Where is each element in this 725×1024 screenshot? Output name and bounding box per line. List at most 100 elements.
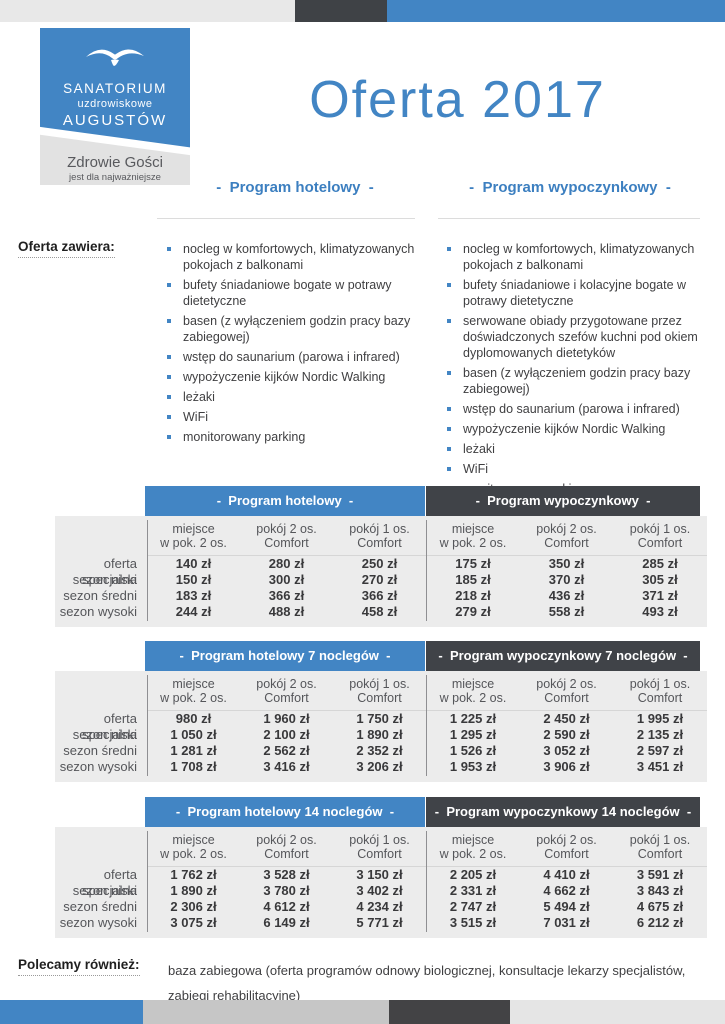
column-header-line: Comfort <box>544 691 589 705</box>
column-header-line: Comfort <box>637 847 683 861</box>
price-cell: 1 995 zł <box>636 711 684 726</box>
sanatorium-logo: SANATORIUM uzdrowiskowe AUGUSTÓW Zdrowie… <box>40 28 190 185</box>
price-cell: 4 675 zł <box>636 899 684 914</box>
price-cell: 2 135 zł <box>636 727 684 742</box>
price-cell: 1 762 zł <box>170 867 217 882</box>
column-header-line: Comfort <box>264 536 309 550</box>
list-item: wypożyczenie kijków Nordic Walking <box>447 421 713 437</box>
column-header: pokój 2 os. Comfort <box>240 671 333 711</box>
column-header-line: pokój 2 os. <box>256 833 317 847</box>
bottom-bar-segment-blue <box>0 1000 143 1024</box>
list-item: wstęp do saunarium (parowa i infrared) <box>447 401 713 417</box>
leisure-program-bullet-list: nocleg w komfortowych, klimatyzowanych p… <box>447 241 713 501</box>
price-cell: 2 597 zł <box>636 743 684 758</box>
column-header: pokój 2 os. Comfort <box>520 516 613 556</box>
logo-tagline-sub: jest dla najważniejsze <box>69 172 161 183</box>
price-cell: 183 zł <box>175 588 212 603</box>
column-header: pokój 1 os. Comfort <box>333 516 426 556</box>
row-label: oferta specjalna <box>82 711 137 742</box>
price-cell: 1 050 zł <box>170 727 217 742</box>
table-body: miejsce w pok. 2 os. pokój 2 os. Comfort p… <box>55 516 707 627</box>
column-header: pokój 2 os. Comfort <box>240 516 333 556</box>
price-cell: 3 052 zł <box>543 743 590 758</box>
row-label: sezon średni <box>63 899 137 914</box>
price-cell: 285 zł <box>642 556 678 571</box>
price-cell: 488 zł <box>268 604 305 619</box>
list-item: serwowane obiady przygotowane przez dośw… <box>447 313 713 361</box>
price-cell: 305 zł <box>642 572 678 587</box>
price-cell: 3 416 zł <box>263 759 310 774</box>
price-cell: 2 747 zł <box>449 899 497 914</box>
column-header-line: w pok. 2 os. <box>160 847 227 861</box>
logo-name-line1: SANATORIUM <box>63 81 167 96</box>
page-title: Oferta 2017 <box>309 71 606 129</box>
row-label: sezon wysoki <box>59 604 137 619</box>
price-cell: 7 031 zł <box>543 915 590 930</box>
column-header-line: miejsce <box>172 833 215 847</box>
price-cell: 185 zł <box>455 572 491 587</box>
table-corner-cell <box>55 827 147 867</box>
price-cell: 1 953 zł <box>449 759 497 774</box>
price-cell: 270 zł <box>361 572 398 587</box>
price-cell: 3 402 zł <box>356 883 403 898</box>
table-vertical-divider <box>147 675 148 776</box>
price-cell: 1 960 zł <box>263 711 310 726</box>
list-item: basen (z wyłączeniem godzin pracy bazy z… <box>447 365 713 397</box>
price-cell: 3 075 zł <box>170 915 217 930</box>
price-cell: 2 205 zł <box>449 867 497 882</box>
price-cell: 4 662 zł <box>543 883 590 898</box>
logo-content: SANATORIUM uzdrowiskowe AUGUSTÓW Zdrowie… <box>40 28 190 185</box>
price-cell: 1 708 zł <box>170 759 217 774</box>
row-label: sezon średni <box>63 588 137 603</box>
column-header-line: Comfort <box>357 536 402 550</box>
price-cell: 3 451 zł <box>636 759 684 774</box>
column-header: pokój 1 os. Comfort <box>613 827 707 867</box>
divider-right <box>438 218 700 219</box>
column-header-line: w pok. 2 os. <box>439 847 507 861</box>
column-header: miejsce w pok. 2 os. <box>147 827 240 867</box>
table-corner-cell <box>55 516 147 556</box>
logo-name-line3: AUGUSTÓW <box>62 112 168 129</box>
column-header-line: Comfort <box>357 691 402 705</box>
column-header-line: pokój 2 os. <box>536 833 597 847</box>
recommend-text: baza zabiegowa (oferta programów odnowy … <box>168 963 686 1003</box>
price-cell: 3 515 zł <box>449 915 497 930</box>
column-header-line: pokój 1 os. <box>629 833 691 847</box>
price-cell: 1 526 zł <box>449 743 497 758</box>
table-vertical-divider <box>426 831 427 932</box>
bottom-accent-bar <box>0 1000 725 1024</box>
top-bar-segment-light <box>0 0 295 22</box>
column-header: pokój 1 os. Comfort <box>613 671 707 711</box>
price-cell: 458 zł <box>361 604 398 619</box>
heading-program-wypoczynkowy: - Program wypoczynkowy - <box>469 179 671 196</box>
column-header-line: w pok. 2 os. <box>439 691 507 705</box>
list-item: WiFi <box>447 461 713 477</box>
column-header: miejsce w pok. 2 os. <box>426 671 520 711</box>
price-cell: 300 zł <box>268 572 305 587</box>
logo-tagline-main: Zdrowie Gości <box>67 154 163 171</box>
price-cell: 150 zł <box>175 572 212 587</box>
row-label: sezon wysoki <box>59 915 137 930</box>
list-item: leżaki <box>447 441 713 457</box>
column-header-line: pokój 1 os. <box>349 833 410 847</box>
column-header-line: miejsce <box>172 522 215 536</box>
column-header-line: pokój 2 os. <box>256 522 317 536</box>
table-header-hotelowy-14: - Program hotelowy 14 noclegów - <box>145 797 425 827</box>
table-vertical-divider <box>426 675 427 776</box>
column-header: pokój 1 os. Comfort <box>333 827 426 867</box>
table-header-wypoczynkowy-14: - Program wypoczynkowy 14 noclegów - <box>426 797 700 827</box>
price-cell: 1 281 zł <box>170 743 217 758</box>
divider-left <box>157 218 415 219</box>
price-cell: 3 780 zł <box>263 883 310 898</box>
price-cell: 5 494 zł <box>543 899 590 914</box>
price-cell: 6 149 zł <box>263 915 310 930</box>
column-header-line: Comfort <box>544 847 589 861</box>
top-accent-bar <box>0 0 725 22</box>
column-header-line: pokój 1 os. <box>629 677 691 691</box>
price-cell: 980 zł <box>175 711 212 726</box>
bottom-bar-segment-light <box>510 1000 725 1024</box>
table-header-wypoczynkowy: - Program wypoczynkowy - <box>426 486 700 516</box>
price-cell: 280 zł <box>268 556 305 571</box>
column-header-line: miejsce <box>451 677 495 691</box>
